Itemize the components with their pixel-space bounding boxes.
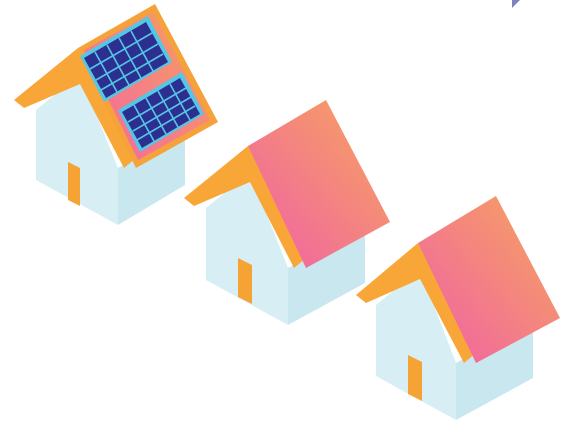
house-1 bbox=[14, 4, 218, 225]
house-3-gable-edge bbox=[356, 243, 476, 363]
house-2-side-wall bbox=[288, 226, 365, 325]
house-1-door bbox=[68, 162, 80, 206]
house-1-front-wall bbox=[36, 74, 118, 225]
house-3 bbox=[356, 196, 560, 420]
house-3-side-wall bbox=[456, 321, 533, 420]
house-3-roof bbox=[418, 196, 560, 363]
house-2-roof bbox=[248, 100, 390, 268]
house-3-front-wall bbox=[376, 269, 456, 420]
house-3-door bbox=[408, 355, 422, 401]
house-2-door bbox=[238, 258, 252, 304]
solar-panel-lower bbox=[118, 72, 204, 152]
house-2 bbox=[184, 100, 390, 325]
house-2-gable-edge bbox=[184, 146, 306, 268]
house-2-front-wall bbox=[206, 172, 288, 325]
solar-panel-upper bbox=[80, 16, 172, 102]
corner-mark bbox=[512, 0, 520, 8]
house-1-gable-edge bbox=[14, 48, 136, 168]
house-1-side-wall bbox=[118, 128, 185, 225]
